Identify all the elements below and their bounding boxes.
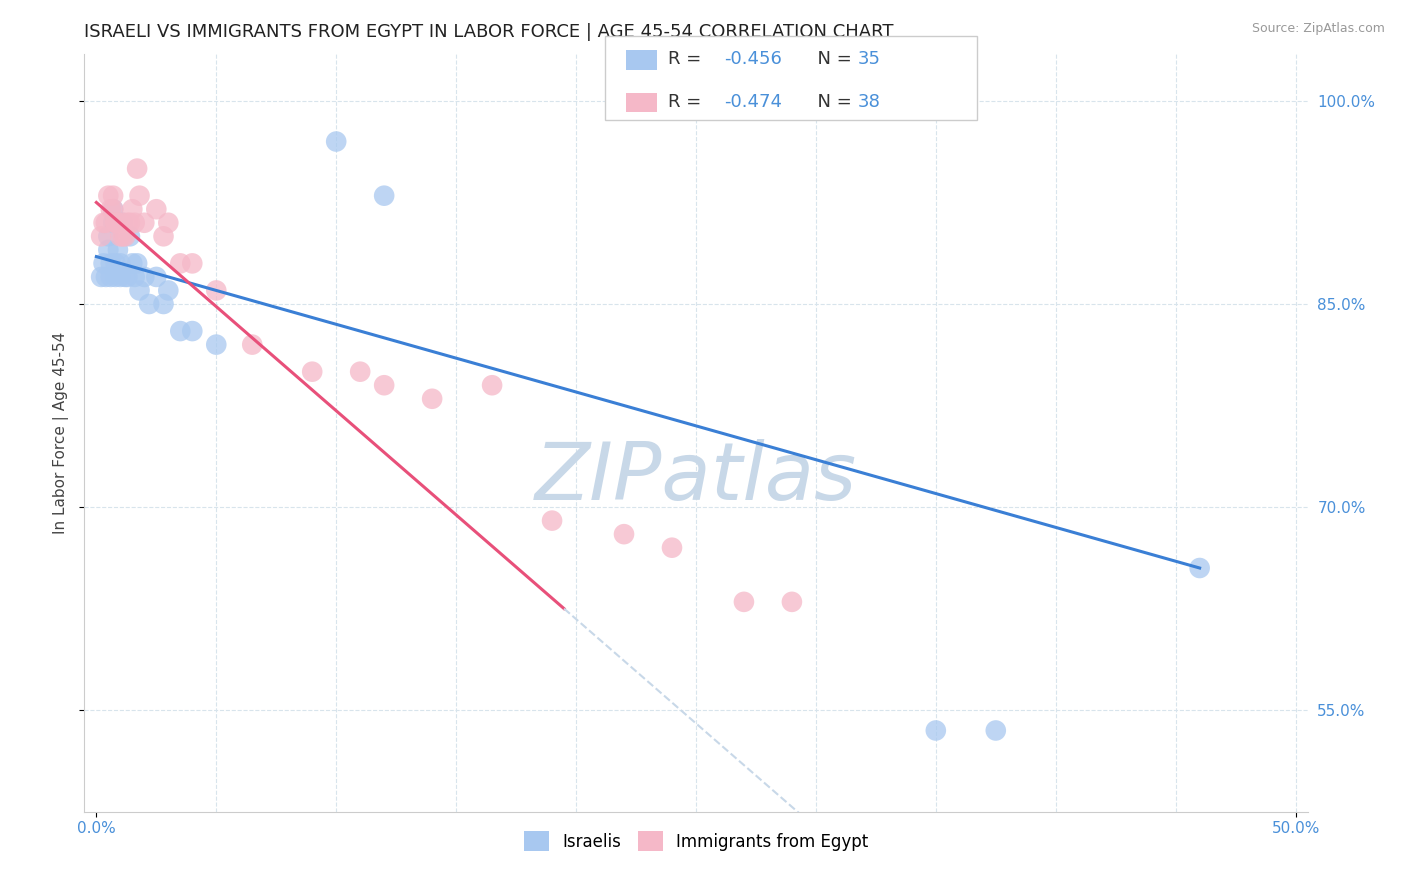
Point — [94, 269, 117, 284]
Text: ZIPatlas: ZIPatlas — [534, 439, 858, 517]
Point — [124, 269, 146, 284]
Point — [157, 284, 180, 298]
Point — [181, 256, 204, 270]
Text: -0.474: -0.474 — [724, 93, 782, 111]
Point — [121, 256, 143, 270]
Point — [301, 365, 323, 379]
Point — [114, 269, 136, 284]
Text: R =: R = — [668, 51, 707, 69]
Point — [97, 188, 120, 202]
Point — [157, 216, 180, 230]
Point — [205, 284, 228, 298]
Point — [101, 202, 124, 217]
Point — [94, 216, 117, 230]
Point — [110, 256, 132, 270]
Point — [104, 216, 127, 230]
Point — [97, 229, 120, 244]
Point — [128, 284, 150, 298]
Point — [541, 514, 564, 528]
Point — [111, 229, 134, 244]
Point — [93, 216, 115, 230]
Point — [93, 256, 115, 270]
Point — [780, 595, 803, 609]
Point — [117, 216, 139, 230]
Text: N =: N = — [806, 93, 858, 111]
Point — [1188, 561, 1211, 575]
Text: 38: 38 — [858, 93, 880, 111]
Point — [118, 216, 141, 230]
Point — [138, 297, 160, 311]
Point — [349, 365, 371, 379]
Text: N =: N = — [806, 51, 858, 69]
Point — [240, 337, 263, 351]
Point — [127, 256, 149, 270]
Point — [100, 269, 122, 284]
Point — [124, 216, 146, 230]
Point — [181, 324, 204, 338]
Point — [373, 378, 395, 392]
Point — [373, 188, 395, 202]
Point — [733, 595, 755, 609]
Text: Source: ZipAtlas.com: Source: ZipAtlas.com — [1251, 22, 1385, 36]
Point — [925, 723, 948, 738]
Text: R =: R = — [668, 93, 707, 111]
Point — [128, 188, 150, 202]
Point — [104, 269, 127, 284]
Point — [134, 216, 156, 230]
Point — [111, 216, 134, 230]
Point — [101, 202, 124, 217]
Point — [101, 188, 124, 202]
Point — [90, 269, 112, 284]
Point — [101, 216, 124, 230]
Text: ISRAELI VS IMMIGRANTS FROM EGYPT IN LABOR FORCE | AGE 45-54 CORRELATION CHART: ISRAELI VS IMMIGRANTS FROM EGYPT IN LABO… — [84, 23, 894, 41]
Point — [145, 202, 167, 217]
Text: -0.456: -0.456 — [724, 51, 782, 69]
Point — [104, 216, 127, 230]
Point — [145, 269, 167, 284]
Point — [134, 269, 156, 284]
Point — [110, 269, 132, 284]
Point — [984, 723, 1007, 738]
Point — [420, 392, 443, 406]
Point — [121, 202, 143, 217]
Point — [613, 527, 636, 541]
Point — [481, 378, 503, 392]
Text: 35: 35 — [858, 51, 880, 69]
Point — [661, 541, 683, 555]
Point — [111, 216, 134, 230]
Point — [169, 256, 191, 270]
Point — [107, 243, 129, 257]
Point — [100, 202, 122, 217]
Point — [325, 135, 347, 149]
Point — [90, 229, 112, 244]
Point — [152, 229, 174, 244]
Point — [117, 269, 139, 284]
Point — [114, 229, 136, 244]
Point — [104, 256, 127, 270]
Point — [97, 243, 120, 257]
Y-axis label: In Labor Force | Age 45-54: In Labor Force | Age 45-54 — [53, 332, 69, 533]
Point — [152, 297, 174, 311]
Point — [127, 161, 149, 176]
Point — [118, 229, 141, 244]
Point — [110, 229, 132, 244]
Point — [205, 337, 228, 351]
Point — [169, 324, 191, 338]
Point — [100, 256, 122, 270]
Point — [107, 216, 129, 230]
Legend: Israelis, Immigrants from Egypt: Israelis, Immigrants from Egypt — [517, 824, 875, 858]
